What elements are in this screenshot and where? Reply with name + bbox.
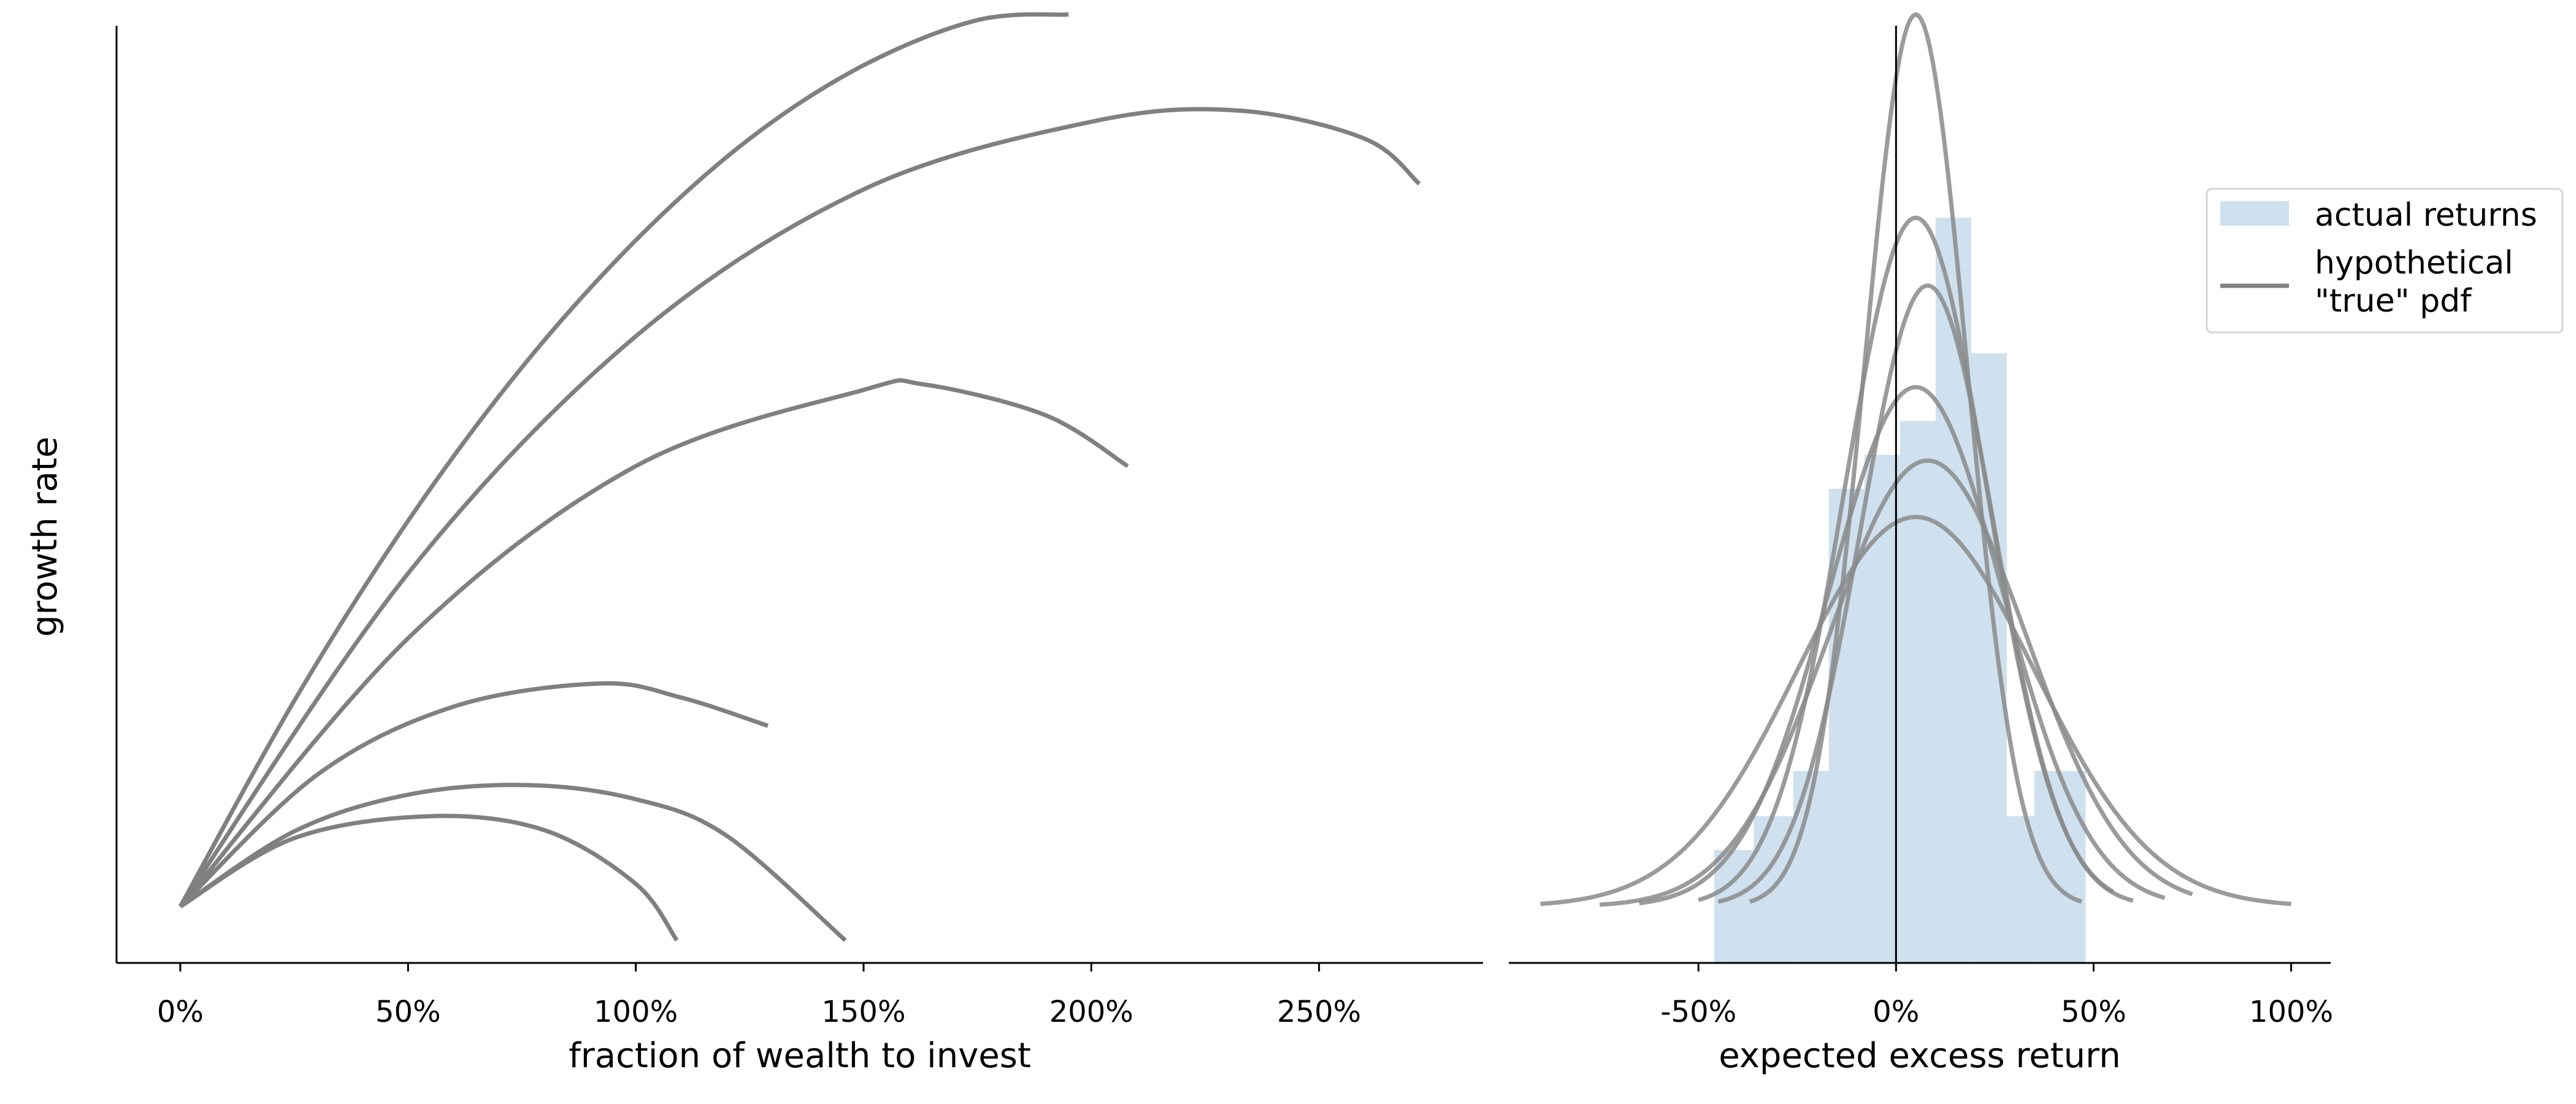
growth-curve (178, 12, 1069, 908)
pdf-curve (1639, 385, 2166, 906)
growth-curve (179, 813, 679, 942)
x-tick-label: -50% (1660, 995, 1736, 1029)
legend-patch-actual-returns (2220, 201, 2289, 226)
pdf-curves (1540, 12, 2291, 907)
left-y-axis-label: growth rate (25, 437, 65, 637)
legend: actual returns hypothetical "true" pdf (2206, 188, 2564, 334)
legend-label-hypothetical-pdf: hypothetical "true" pdf (2315, 245, 2513, 320)
x-tick-label: 50% (375, 995, 441, 1029)
left-x-ticks: 0% 50% 100% 150% 200% 250% (157, 963, 1361, 1029)
histogram-bar (1714, 849, 1754, 963)
right-x-axis-label: expected excess return (1719, 1036, 2120, 1076)
growth-curve (178, 107, 1421, 908)
x-tick-label: 100% (2249, 995, 2333, 1029)
x-tick-label: 200% (1049, 995, 1133, 1029)
return-distribution-chart: -50% 0% 50% 100% expected excess return act… (1509, 12, 2564, 1076)
legend-label-actual-returns: actual returns (2315, 197, 2537, 234)
pdf-curve (1540, 515, 2291, 907)
histogram-bar (2006, 816, 2034, 963)
histogram-bar (1864, 454, 1900, 963)
x-tick-label: 250% (1277, 995, 1361, 1029)
left-x-axis-label: fraction of wealth to invest (569, 1036, 1031, 1076)
x-tick-label: 150% (821, 995, 905, 1029)
pdf-curve (1749, 12, 2083, 904)
legend-frame (2206, 188, 2564, 334)
x-tick-label: 0% (157, 995, 204, 1029)
actual-returns-histogram (1714, 218, 2086, 963)
x-tick-label: 50% (2061, 995, 2126, 1029)
growth-curve (178, 681, 769, 908)
histogram-bar (1899, 421, 1936, 963)
x-tick-label: 100% (594, 995, 678, 1029)
growth-rate-chart: 0% 50% 100% 150% 200% 250% fraction of wealth… (25, 12, 1483, 1076)
x-tick-label: 0% (1873, 995, 1919, 1029)
pdf-curve (1717, 283, 2134, 904)
growth-curves (178, 12, 1421, 942)
growth-curve (178, 378, 1129, 908)
growth-curve (179, 783, 847, 942)
right-x-ticks: -50% 0% 50% 100% (1660, 963, 2333, 1029)
